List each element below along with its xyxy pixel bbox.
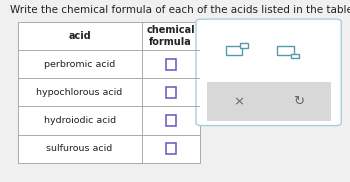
Bar — [166, 59, 175, 70]
Bar — [239, 43, 248, 48]
Text: hypochlorous acid: hypochlorous acid — [36, 88, 123, 97]
Bar — [206, 82, 331, 121]
Bar — [277, 46, 294, 55]
Text: acid: acid — [68, 31, 91, 41]
Text: ×: × — [233, 95, 245, 108]
Text: perbromic acid: perbromic acid — [44, 60, 115, 69]
Bar — [166, 87, 175, 98]
Bar — [166, 115, 175, 126]
Text: sulfurous acid: sulfurous acid — [47, 144, 113, 153]
Bar — [18, 22, 199, 163]
FancyBboxPatch shape — [196, 19, 341, 126]
Text: hydroiodic acid: hydroiodic acid — [43, 116, 116, 125]
Text: chemical
formula: chemical formula — [146, 25, 195, 47]
Bar — [225, 46, 242, 55]
Bar — [166, 143, 175, 154]
Text: Write the chemical formula of each of the acids listed in the table below.: Write the chemical formula of each of th… — [10, 5, 350, 15]
Text: ↻: ↻ — [293, 95, 304, 108]
Bar — [291, 54, 300, 58]
